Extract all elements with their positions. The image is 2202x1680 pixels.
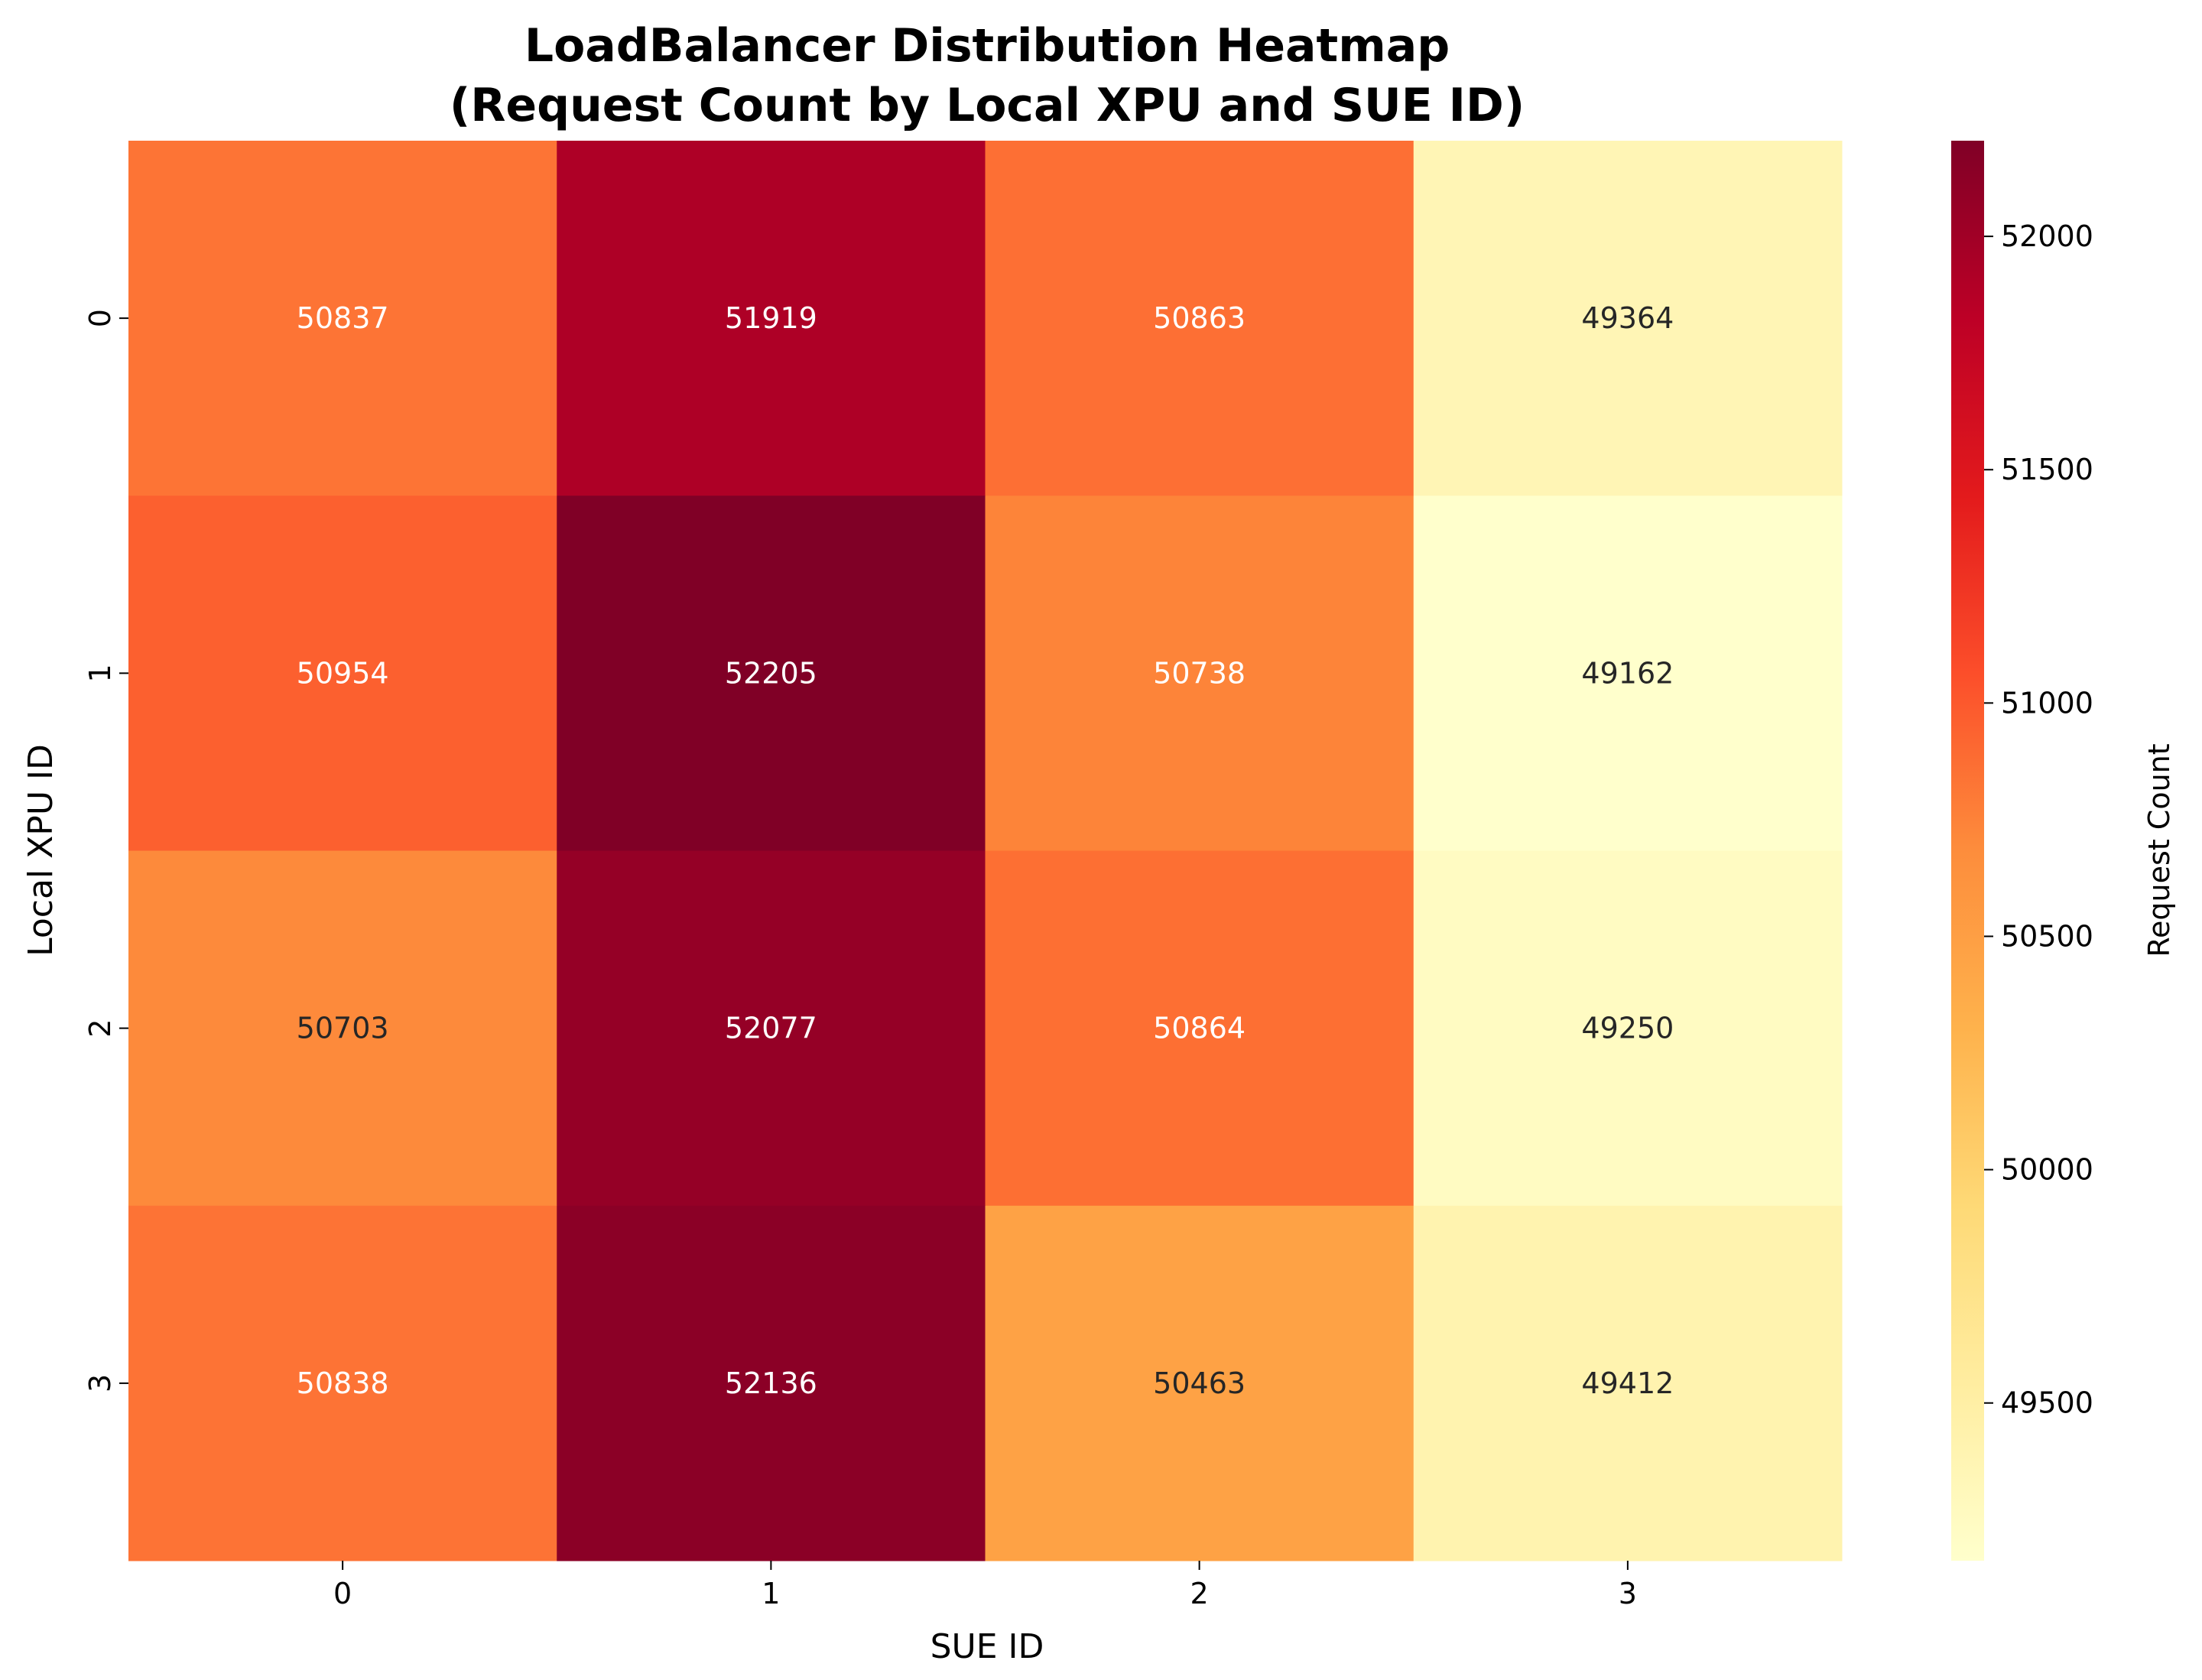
x-axis-label: SUE ID [930,1627,1044,1666]
heatmap-cell [128,850,557,1207]
cell-value-label: 49412 [1581,1366,1674,1400]
x-tick-label: 0 [333,1577,352,1610]
heatmap-cell [985,1205,1414,1561]
heatmap-cell [1413,141,1843,496]
colorbar-tick-label: 52000 [2001,219,2093,253]
chart-title: LoadBalancer Distribution Heatmap [525,19,1450,73]
colorbar-label: Request Count [2142,743,2176,957]
cell-value-label: 50837 [297,301,389,335]
heatmap-cell [985,141,1414,496]
cell-value-label: 50738 [1153,656,1246,690]
cell-value-label: 51919 [725,301,817,335]
heatmap-cell [128,141,557,496]
y-axis-ticks: 0 1 2 3 [83,309,128,1392]
chart-subtitle: (Request Count by Local XPU and SUE ID) [450,79,1525,132]
heatmap-cell [557,1205,986,1561]
heatmap-cell [1413,1205,1843,1561]
colorbar [1951,141,1984,1561]
heatmap-cell [985,496,1414,851]
colorbar-tick-label: 50000 [2001,1153,2093,1187]
heatmap-cell [985,850,1414,1207]
colorbar-tick-label: 50500 [2001,919,2093,953]
x-tick-label: 1 [762,1577,780,1610]
cell-value-label: 49162 [1581,656,1674,690]
heatmap-cell [128,496,557,851]
x-tick-label: 3 [1619,1577,1637,1610]
y-tick-label: 1 [83,664,117,682]
cell-value-label: 49250 [1581,1012,1674,1045]
colorbar-tick-label: 49500 [2001,1386,2093,1420]
cell-value-label: 50838 [297,1366,389,1400]
heatmap-cells [128,141,1843,1561]
heatmap-cell [128,1205,557,1561]
cell-value-label: 50864 [1153,1012,1246,1045]
cell-value-label: 50463 [1153,1366,1246,1400]
heatmap-cell [1413,850,1843,1207]
heatmap-cell-labels: 50837 51919 50863 49364 50954 52205 50738 49162… [297,301,1674,1400]
colorbar-tick-label: 51000 [2001,686,2093,720]
cell-value-label: 52077 [725,1012,817,1045]
cell-value-label: 50703 [297,1012,389,1045]
x-axis-ticks: 0 1 2 3 [333,1561,1637,1610]
y-axis-label: Local XPU ID [21,744,60,957]
y-tick-label: 0 [83,309,117,327]
heatmap-cell [557,496,986,851]
y-tick-label: 3 [83,1374,117,1392]
cell-value-label: 52136 [725,1366,817,1400]
cell-value-label: 49364 [1581,301,1674,335]
cell-value-label: 50863 [1153,301,1246,335]
colorbar-tick-label: 51500 [2001,453,2093,486]
x-tick-label: 2 [1190,1577,1209,1610]
heatmap-cell [557,141,986,496]
heatmap-cell [1413,496,1843,851]
heatmap-cell [557,850,986,1207]
cell-value-label: 50954 [297,656,389,690]
y-tick-label: 2 [83,1019,117,1038]
colorbar-ticks: 49500 50000 50500 51000 51500 52000 [1984,219,2093,1420]
cell-value-label: 52205 [725,656,817,690]
